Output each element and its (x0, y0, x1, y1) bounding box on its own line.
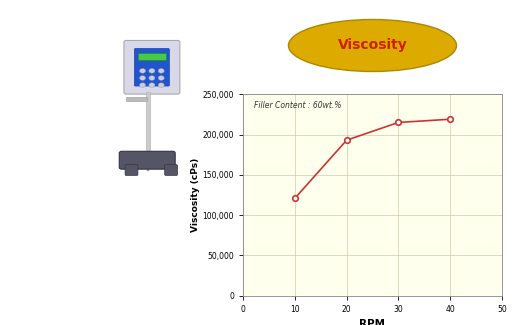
Ellipse shape (288, 20, 457, 72)
Bar (147, 153, 148, 171)
Text: •: • (14, 250, 20, 260)
Text: •: • (14, 277, 20, 286)
Text: Temperature : 23ºC: Temperature : 23ºC (31, 224, 126, 233)
Circle shape (140, 76, 145, 80)
Circle shape (158, 76, 164, 80)
Circle shape (149, 76, 155, 80)
Text: •: • (14, 223, 20, 233)
Text: Relative Humidity : 40%: Relative Humidity : 40% (31, 250, 148, 259)
Text: Filler Content : 60wt.%: Filler Content : 60wt.% (31, 197, 143, 206)
Text: Filler Content : 60wt.%: Filler Content : 60wt.% (253, 101, 341, 111)
FancyBboxPatch shape (119, 151, 175, 169)
FancyBboxPatch shape (125, 165, 138, 176)
FancyBboxPatch shape (165, 165, 178, 176)
Circle shape (158, 69, 164, 73)
Text: •: • (14, 197, 20, 207)
FancyBboxPatch shape (124, 40, 180, 94)
Bar (146, 92, 150, 153)
Circle shape (140, 83, 145, 87)
Circle shape (149, 83, 155, 87)
Text: •: • (14, 303, 20, 313)
Text: Viscosity : 121,000  cPs (10 RPM): Viscosity : 121,000 cPs (10 RPM) (31, 277, 193, 286)
Text: Viscosity: Viscosity (337, 38, 408, 53)
Bar (138, 53, 166, 60)
Circle shape (149, 69, 155, 73)
Y-axis label: Viscosity (cPs): Viscosity (cPs) (191, 158, 200, 232)
Bar (126, 97, 147, 101)
Text: Viscometer : BrookField: Viscometer : BrookField (31, 304, 148, 313)
Circle shape (140, 69, 145, 73)
Circle shape (158, 83, 164, 87)
X-axis label: RPM: RPM (359, 319, 386, 325)
FancyBboxPatch shape (135, 48, 169, 86)
